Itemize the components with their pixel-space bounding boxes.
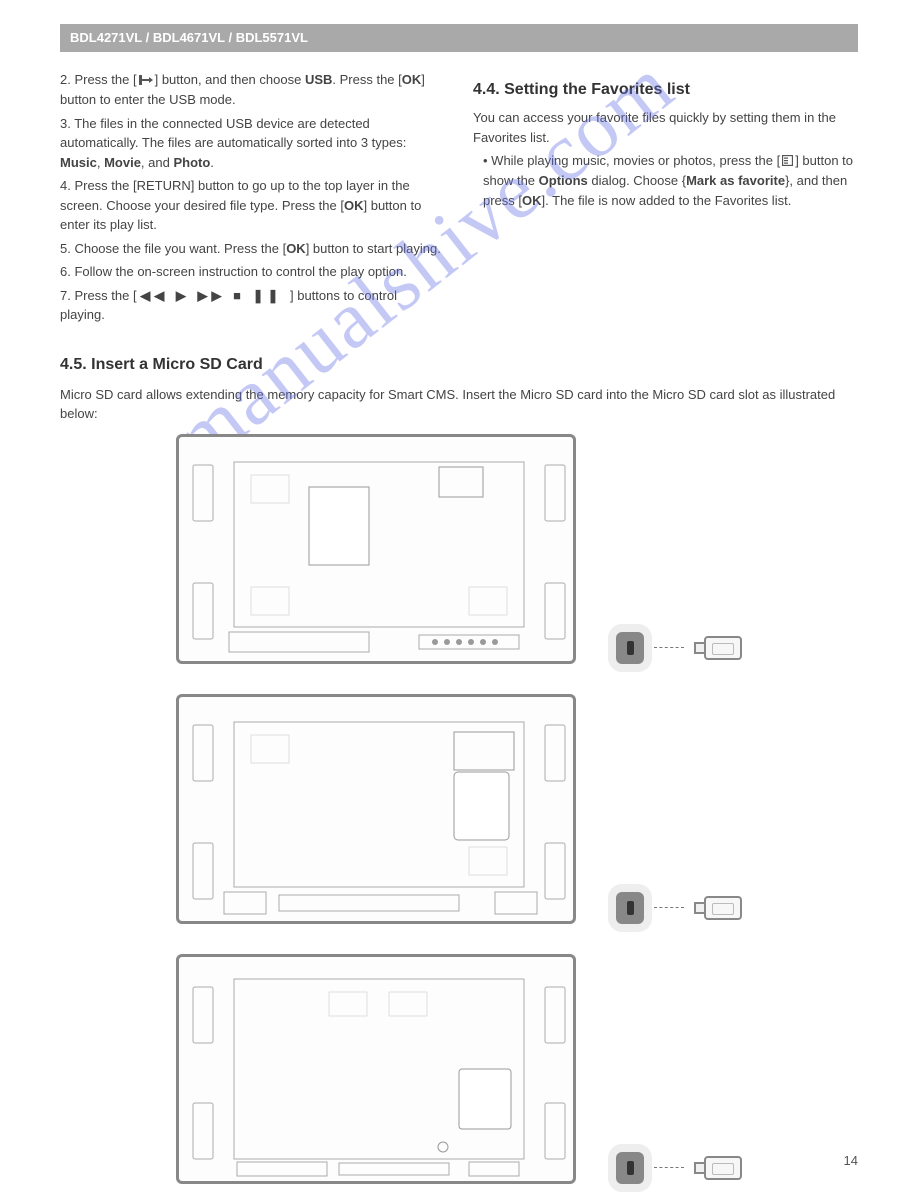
play-icon: ▶ (176, 288, 190, 303)
text: 2. Press the [ (60, 72, 137, 87)
text: , and (141, 155, 174, 170)
step-3: 3. The files in the connected USB device… (60, 114, 445, 173)
text: dialog. Choose { (588, 173, 686, 188)
sd-callout-3 (616, 1152, 742, 1184)
pause-icon: ❚❚ (253, 288, 283, 303)
ok-label: OK (402, 72, 422, 87)
rewind-icon: ◀◀ (140, 288, 168, 303)
step-4: 4. Press the [RETURN] button to go up to… (60, 176, 445, 235)
text: 7. Press the [ (60, 288, 137, 303)
text: ] button to (363, 198, 421, 213)
text: ] button to start playing. (306, 241, 441, 256)
sd-callout-2 (616, 892, 742, 924)
sd-port-icon (616, 1152, 644, 1184)
fav-line1: You can access your favorite files quick… (473, 108, 858, 147)
sd-port-icon (616, 892, 644, 924)
options-icon (782, 152, 793, 172)
forward-icon: ▶▶ (197, 288, 225, 303)
page-content: BDL4271VL / BDL4671VL / BDL5571VL 2. Pre… (0, 0, 918, 1204)
ok-label: OK (286, 241, 306, 256)
text: 4. Press the [RETURN] button to go up to… (60, 178, 410, 193)
display-back-3 (176, 954, 576, 1184)
source-icon (139, 71, 153, 91)
music-label: Music (60, 155, 97, 170)
text: screen. Choose your desired file type. P… (60, 198, 344, 213)
step-7: 7. Press the [ ◀◀ ▶ ▶▶ ■ ❚❚ ] buttons to… (60, 286, 445, 325)
playback-icons: ◀◀ ▶ ▶▶ ■ ❚❚ (140, 288, 290, 303)
step-5: 5. Choose the file you want. Press the [… (60, 239, 445, 259)
text: the (517, 173, 539, 188)
sd-port-icon (616, 632, 644, 664)
sd-section-body: Micro SD card allows extending the memor… (60, 385, 858, 424)
sd-section-title: 4.5. Insert a Micro SD Card (60, 353, 858, 377)
page-number: 14 (844, 1151, 858, 1171)
favorites-heading: 4.4. Setting the Favorites list (473, 78, 858, 102)
two-columns: 2. Press the [] button, and then choose … (60, 70, 858, 329)
diagram-row-2 (60, 694, 858, 924)
mark-fav-label: Mark as favorite (686, 173, 785, 188)
usb-label: USB (305, 72, 332, 87)
stop-icon: ■ (233, 288, 245, 303)
sd-card-icon (694, 896, 742, 920)
sd-callout-1 (616, 632, 742, 664)
header-model: BDL4271VL / BDL4671VL / BDL5571VL (70, 28, 308, 48)
header-strip: BDL4271VL / BDL4671VL / BDL5571VL (60, 24, 858, 52)
text: . Press the [ (332, 72, 401, 87)
col-left: 2. Press the [] button, and then choose … (60, 70, 445, 329)
leader-line (654, 647, 684, 648)
text: 5. Choose the file you want. Press the [ (60, 241, 286, 256)
step-6: 6. Follow the on-screen instruction to c… (60, 262, 445, 282)
text: ]. The file is now added to the Favorite… (542, 193, 792, 208)
movie-label: Movie (104, 155, 141, 170)
col-right: 4.4. Setting the Favorites list You can … (473, 70, 858, 329)
photo-label: Photo (173, 155, 210, 170)
leader-line (654, 907, 684, 908)
sd-card-icon (694, 1156, 742, 1180)
step-2: 2. Press the [] button, and then choose … (60, 70, 445, 110)
display-back-1 (176, 434, 576, 664)
diagram-group (60, 434, 858, 1184)
leader-line (654, 1167, 684, 1168)
text: While playing music, movies or photos, p… (491, 153, 780, 168)
text: files are automatically sorted into 3 ty… (168, 135, 406, 150)
sd-card-icon (694, 636, 742, 660)
text: enter its play list. (60, 217, 157, 232)
ok-label: OK (344, 198, 364, 213)
text: . (210, 155, 214, 170)
diagram-row-1 (60, 434, 858, 664)
diagram-row-3 (60, 954, 858, 1184)
ok-label: OK (522, 193, 542, 208)
text: ] button, and then choose (155, 72, 305, 87)
display-back-2 (176, 694, 576, 924)
options-label: Options (539, 173, 588, 188)
fav-bullet: • While playing music, movies or photos,… (483, 151, 858, 210)
